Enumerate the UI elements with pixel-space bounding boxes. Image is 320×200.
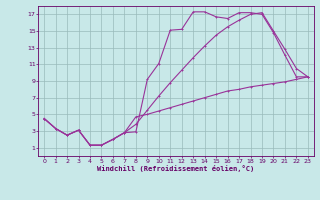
X-axis label: Windchill (Refroidissement éolien,°C): Windchill (Refroidissement éolien,°C) [97,165,255,172]
